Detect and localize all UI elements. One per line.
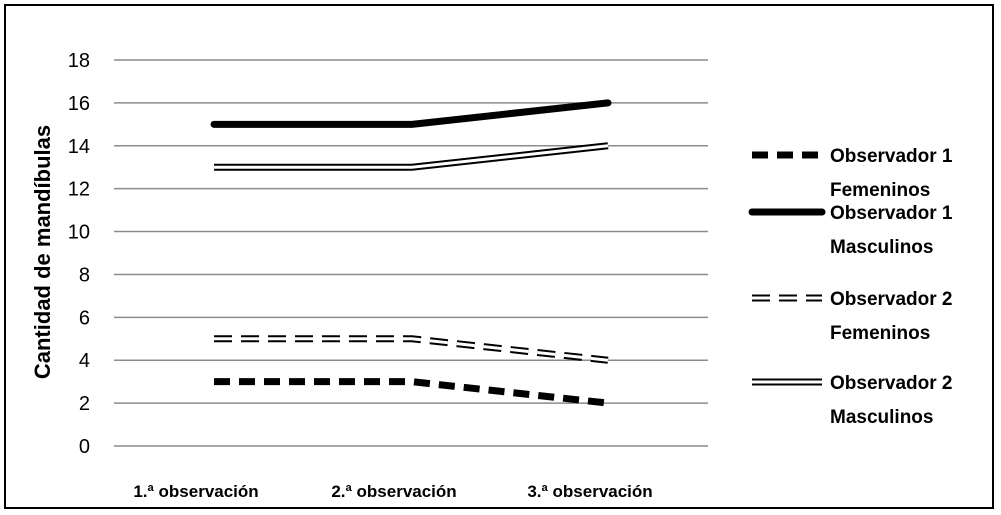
legend-item: Observador 2 Masculinos xyxy=(752,373,953,428)
series-observador-2-femeninos xyxy=(214,335,609,364)
grid xyxy=(114,59,708,447)
legend-label: Observador 1 xyxy=(830,203,953,224)
y-tick-label: 2 xyxy=(79,393,90,415)
x-tick-label: 1.ª observación xyxy=(133,482,258,501)
legend-label: Femeninos xyxy=(830,323,930,344)
legend-label: Observador 1 xyxy=(830,146,953,167)
y-tick-label: 4 xyxy=(79,350,90,372)
legend-label: Masculinos xyxy=(830,407,933,428)
legend-label: Observador 2 xyxy=(830,289,953,310)
y-tick-label: 0 xyxy=(79,436,90,458)
x-tick-label: 2.ª observación xyxy=(331,482,456,501)
series-line xyxy=(214,378,609,407)
legend-item: Observador 1 Masculinos xyxy=(748,203,953,258)
y-tick-label: 10 xyxy=(68,222,90,244)
series-line-outer xyxy=(214,335,609,364)
series-observador-1-masculinos xyxy=(210,99,612,128)
series-line xyxy=(210,99,612,128)
legend-item: Observador 2 Femeninos xyxy=(752,289,953,344)
legend-item: Observador 1 Femeninos xyxy=(752,146,953,201)
x-tick-label: 3.ª observación xyxy=(527,482,652,501)
series-observador-2-masculinos xyxy=(214,142,609,171)
y-axis-ticks: 0 2 4 6 8 10 12 14 16 18 xyxy=(68,50,90,458)
y-tick-label: 8 xyxy=(79,264,90,286)
y-tick-label: 12 xyxy=(68,179,90,201)
series-line-outer xyxy=(214,142,609,171)
legend-label: Femeninos xyxy=(830,180,930,201)
legend-label: Masculinos xyxy=(830,237,933,258)
series-line-inner xyxy=(214,337,609,362)
y-tick-label: 16 xyxy=(68,93,90,115)
y-tick-label: 14 xyxy=(68,136,90,158)
y-axis-label: Cantidad de mandíbulas xyxy=(30,125,55,379)
series-line-inner xyxy=(214,144,609,169)
series-observador-1-femeninos xyxy=(214,378,609,407)
chart-frame xyxy=(4,4,994,509)
legend-label: Observador 2 xyxy=(830,373,953,394)
y-tick-label: 6 xyxy=(79,307,90,329)
series-lines xyxy=(210,99,612,407)
x-axis-ticks: 1.ª observación 2.ª observación 3.ª observ… xyxy=(133,482,652,501)
y-tick-label: 18 xyxy=(68,50,90,72)
